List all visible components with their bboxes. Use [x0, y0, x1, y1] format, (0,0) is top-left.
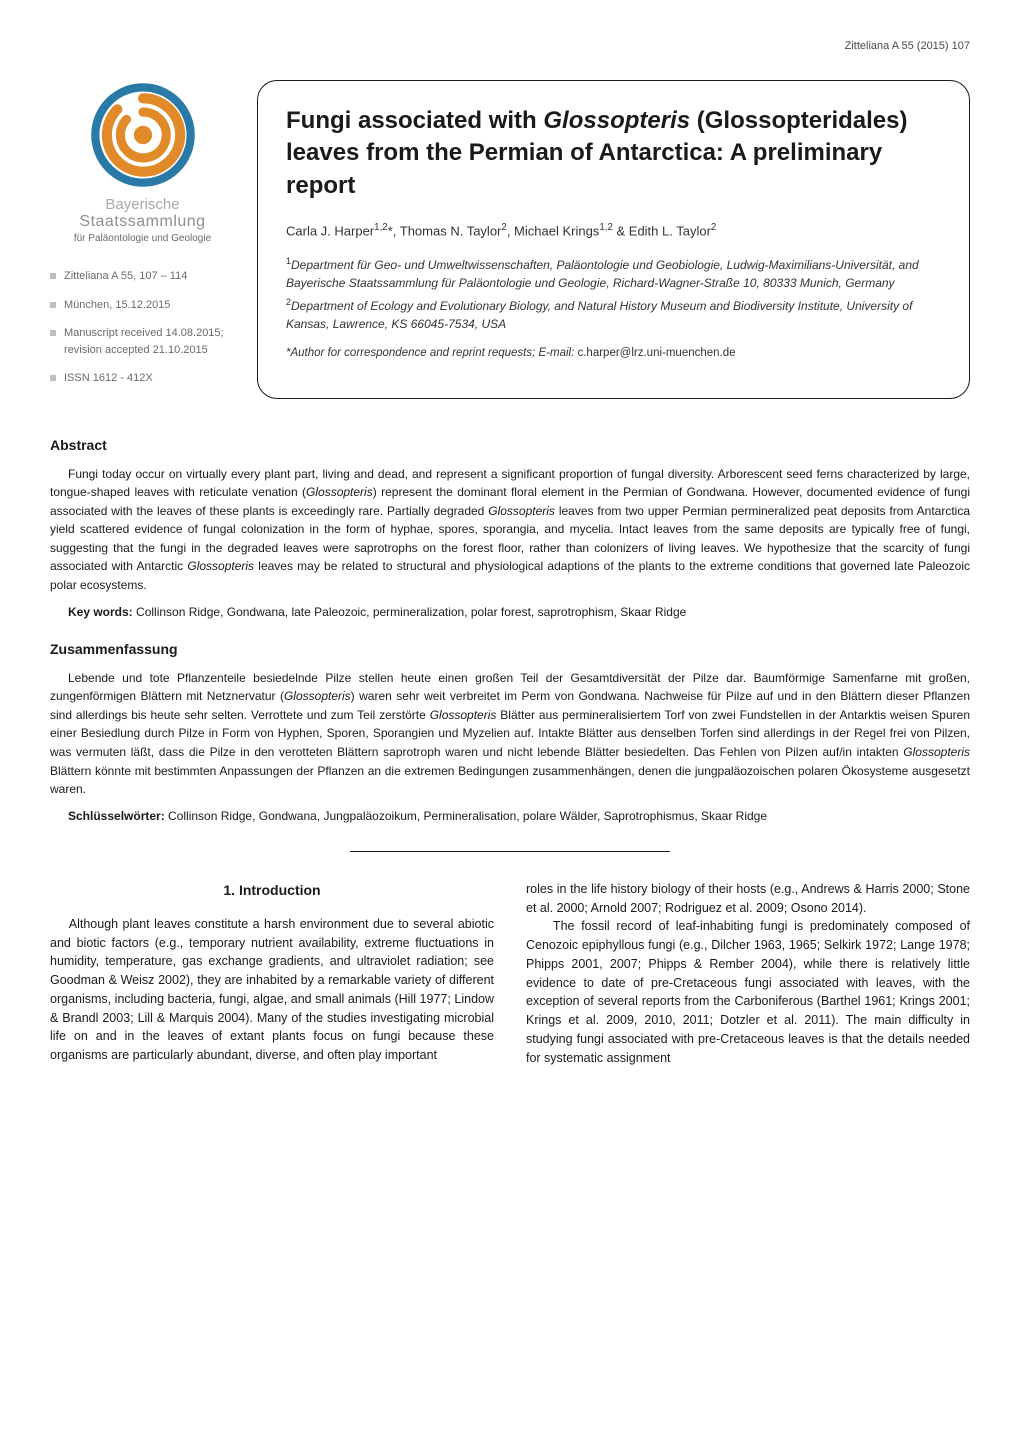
intro-two-column: 1. Introduction Although plant leaves co… [50, 880, 970, 1068]
keywords-label: Key words: [68, 605, 133, 619]
abstract-body: Fungi today occur on virtually every pla… [50, 465, 970, 595]
keywords-line-en: Key words: Collinson Ridge, Gondwana, la… [50, 605, 970, 619]
meta-item: Manuscript received 14.08.2015; revision… [50, 325, 235, 358]
logo-swirl-icon [88, 80, 198, 190]
zusammenfassung-paragraph: Lebende und tote Pflanzenteile besiedeln… [50, 669, 970, 799]
institution-logo: Bayerische Staatssammlung für Paläontolo… [50, 80, 235, 244]
meta-item: ISSN 1612 - 412X [50, 370, 235, 387]
correspondence-line: *Author for correspondence and reprint r… [286, 347, 941, 359]
top-row: Bayerische Staatssammlung für Paläontolo… [50, 80, 970, 399]
meta-item: München, 15.12.2015 [50, 297, 235, 314]
logo-label-2: Staatssammlung [50, 213, 235, 231]
keywords-line-de: Schlüsselwörter: Collinson Ridge, Gondwa… [50, 809, 970, 823]
logo-label-1: Bayerische [50, 196, 235, 213]
title-card: Fungi associated with Glossopteris (Glos… [257, 80, 970, 399]
intro-paragraph-2: roles in the life history biology of the… [526, 880, 970, 1068]
metadata-list: Zitteliana A 55, 107 – 114 München, 15.1… [50, 268, 235, 399]
intro-paragraph-1: Although plant leaves constitute a harsh… [50, 915, 494, 1065]
running-header: Zitteliana A 55 (2015) 107 [50, 40, 970, 52]
abstract-heading: Abstract [50, 437, 970, 453]
author-line: Carla J. Harper1,2*, Thomas N. Taylor2, … [286, 222, 941, 238]
affiliation-2: 2Department of Ecology and Evolutionary … [286, 296, 941, 333]
schluesselwoerter-text: Collinson Ridge, Gondwana, Jungpaläozoik… [168, 809, 767, 823]
schluesselwoerter-label: Schlüsselwörter: [68, 809, 165, 823]
sidebar-column: Bayerische Staatssammlung für Paläontolo… [50, 80, 235, 399]
zusammenfassung-body: Lebende und tote Pflanzenteile besiedeln… [50, 669, 970, 799]
abstract-paragraph: Fungi today occur on virtually every pla… [50, 465, 970, 595]
zusammenfassung-heading: Zusammenfassung [50, 641, 970, 657]
intro-heading: 1. Introduction [50, 880, 494, 901]
article-title: Fungi associated with Glossopteris (Glos… [286, 105, 941, 202]
affiliation-1: 1Department für Geo- und Umweltwissensch… [286, 255, 941, 292]
section-divider [350, 851, 670, 852]
keywords-text: Collinson Ridge, Gondwana, late Paleozoi… [136, 605, 686, 619]
meta-item: Zitteliana A 55, 107 – 114 [50, 268, 235, 285]
logo-label-3: für Paläontologie und Geologie [50, 233, 235, 244]
